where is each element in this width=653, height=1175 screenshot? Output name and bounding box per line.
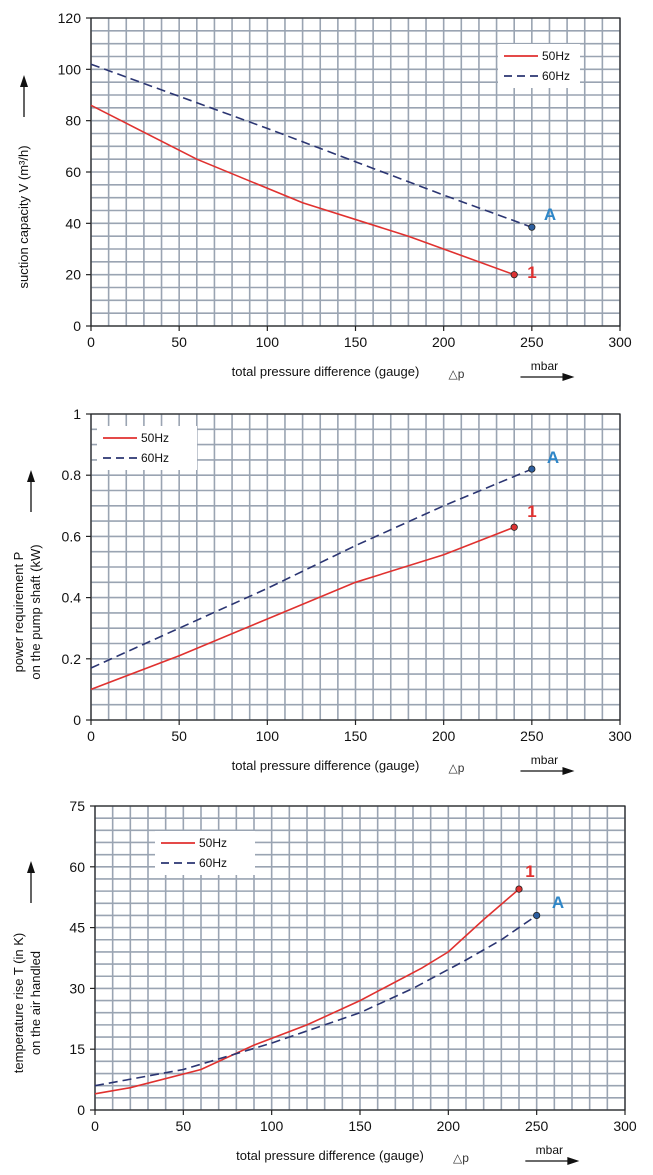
legend-label: 60Hz [141,451,169,465]
y-axis-label: power requirement P [11,552,26,673]
y-tick-label: 120 [58,10,82,26]
y-tick-label: 0 [73,712,81,728]
x-axis-label: total pressure difference (gauge) [236,1148,424,1163]
x-tick-label: 100 [260,1118,284,1134]
series-end-marker [516,886,522,892]
x-axis-unit: mbar [536,1143,563,1157]
x-tick-label: 150 [344,728,368,744]
y-tick-label: 0.6 [62,528,82,544]
x-tick-label: 0 [91,1118,99,1134]
x-axis-label: total pressure difference (gauge) [232,364,420,379]
chart-3: 0 50 100 150 200 250 300 0 15 30 45 60 75 total press… [11,798,637,1165]
y-tick-label: 0.8 [62,467,82,483]
series-end-marker [533,912,539,918]
x-tick-label: 50 [171,334,187,350]
x-tick-label: 250 [520,728,544,744]
y-axis-label-line2: on the pump shaft (kW) [28,544,43,679]
x-tick-label: 200 [437,1118,461,1134]
series-end-marker [529,466,535,472]
series-end-marker [529,224,535,230]
y-tick-label: 20 [65,267,81,283]
legend-label: 60Hz [542,69,570,83]
legend-label: 50Hz [141,431,169,445]
series-end-label: 1 [527,263,536,282]
series-end-marker [511,271,517,277]
x-tick-label: 300 [613,1118,637,1134]
y-tick-label: 0 [77,1102,85,1118]
y-tick-label: 80 [65,113,81,129]
x-axis-symbol: △p [453,1151,469,1165]
y-axis-label-line2: on the air handled [28,951,43,1055]
x-axis-unit: mbar [531,359,558,373]
x-tick-label: 150 [348,1118,372,1134]
y-tick-label: 40 [65,215,81,231]
x-axis-symbol: △p [449,761,465,775]
chart-2: 0 50 100 150 200 250 300 0 0.2 0.4 0.6 0.8 1 total pr… [11,406,632,775]
series-line-60hz [91,469,532,668]
series-end-label: A [552,893,564,912]
chart-1: 0 50 100 150 200 250 300 0 20 40 60 80 100 120 total p… [16,10,632,381]
x-unit-arrow-head [562,373,574,381]
y-tick-label: 0.2 [62,651,82,667]
series-end-label: A [544,205,556,224]
y-tick-label: 30 [69,980,85,996]
x-tick-label: 200 [432,728,456,744]
y-tick-label: 45 [69,920,85,936]
x-axis-unit: mbar [531,753,558,767]
x-tick-label: 200 [432,334,456,350]
x-tick-label: 50 [176,1118,192,1134]
y-tick-label: 1 [73,406,81,422]
x-tick-label: 100 [256,728,280,744]
y-tick-label: 100 [58,61,82,77]
x-tick-label: 300 [608,334,632,350]
x-tick-label: 250 [520,334,544,350]
y-axis-label: suction capacity V (m³/h) [16,145,31,288]
legend-label: 50Hz [542,49,570,63]
x-tick-label: 300 [608,728,632,744]
y-tick-label: 75 [69,798,85,814]
y-tick-label: 60 [65,164,81,180]
y-tick-label: 0 [73,318,81,334]
x-axis-label: total pressure difference (gauge) [232,758,420,773]
x-tick-label: 0 [87,334,95,350]
x-axis-symbol: △p [449,367,465,381]
x-tick-label: 50 [171,728,187,744]
y-tick-label: 0.4 [62,590,82,606]
legend-label: 60Hz [199,856,227,870]
y-axis-arrow-head [27,861,35,873]
x-tick-label: 0 [87,728,95,744]
series-end-marker [511,524,517,530]
series-end-label: A [547,448,559,467]
legend-label: 50Hz [199,836,227,850]
x-tick-label: 250 [525,1118,549,1134]
y-tick-label: 60 [69,859,85,875]
x-unit-arrow-head [562,767,574,775]
y-axis-arrow-head [27,470,35,482]
y-tick-label: 15 [69,1041,85,1057]
series-end-label: 1 [527,502,536,521]
series-end-label: 1 [525,862,534,881]
y-axis-arrow-head [20,75,28,87]
x-tick-label: 100 [256,334,280,350]
x-tick-label: 150 [344,334,368,350]
x-unit-arrow-head [567,1157,579,1165]
y-axis-label: temperature rise T (in K) [11,933,26,1073]
